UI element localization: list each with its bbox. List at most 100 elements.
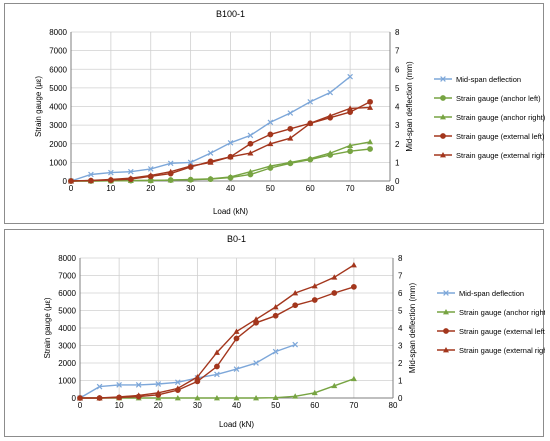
data-point bbox=[147, 166, 154, 172]
data-point bbox=[135, 382, 142, 388]
legend-marker bbox=[440, 95, 446, 101]
y-left-tick-label: 7000 bbox=[49, 47, 67, 56]
y-right-tick-label: 8 bbox=[398, 254, 403, 263]
data-point bbox=[247, 168, 254, 175]
x-tick-label: 40 bbox=[232, 401, 241, 410]
x-tick-label: 10 bbox=[106, 184, 115, 193]
y-right-tick-label: 0 bbox=[395, 177, 400, 186]
x-tick-label: 60 bbox=[310, 401, 319, 410]
x-tick-label: 50 bbox=[271, 401, 280, 410]
legend-marker bbox=[443, 309, 449, 315]
data-point bbox=[207, 175, 214, 182]
y-right-tick-label: 3 bbox=[398, 342, 403, 351]
y-right-tick-label: 6 bbox=[398, 289, 403, 298]
x-tick-label: 30 bbox=[186, 184, 195, 193]
data-point bbox=[247, 132, 254, 139]
data-point bbox=[194, 395, 201, 401]
y-right-tick-label: 4 bbox=[398, 324, 403, 333]
x-tick-label: 50 bbox=[266, 184, 275, 193]
legend-label: Strain gauge (anchor right) bbox=[459, 308, 545, 317]
y-right-tick-label: 7 bbox=[395, 47, 400, 56]
data-point bbox=[187, 159, 194, 166]
x-tick-label: 70 bbox=[349, 401, 358, 410]
data-point bbox=[247, 140, 254, 147]
y-right-tick-label: 4 bbox=[395, 103, 400, 112]
data-point bbox=[331, 274, 338, 280]
data-point bbox=[233, 335, 240, 342]
data-point bbox=[367, 98, 373, 105]
data-point bbox=[267, 119, 274, 126]
data-point bbox=[331, 290, 338, 296]
data-point bbox=[350, 375, 357, 382]
y-left-tick-label: 8000 bbox=[49, 28, 67, 37]
data-point bbox=[347, 148, 354, 155]
legend-marker bbox=[440, 152, 446, 158]
data-point bbox=[287, 135, 294, 141]
data-point bbox=[311, 297, 318, 303]
data-point bbox=[167, 160, 174, 167]
x-axis-label: Load (kN) bbox=[219, 420, 254, 429]
y-left-tick-label: 8000 bbox=[58, 254, 76, 263]
data-point bbox=[108, 169, 114, 176]
data-point bbox=[367, 104, 374, 110]
legend-marker bbox=[443, 328, 449, 334]
legend-marker bbox=[443, 290, 449, 296]
legend-label: Strain gauge (anchor right) bbox=[456, 113, 545, 122]
chart-title: B0-1 bbox=[227, 234, 246, 244]
data-point bbox=[147, 177, 154, 183]
data-point bbox=[107, 176, 114, 182]
series-line bbox=[70, 101, 371, 182]
y-left-tick-label: 3000 bbox=[58, 342, 76, 351]
data-point bbox=[307, 155, 314, 162]
data-point bbox=[214, 371, 220, 378]
x-tick-label: 80 bbox=[386, 184, 395, 193]
y-left-tick-label: 3000 bbox=[49, 121, 67, 130]
data-point bbox=[350, 283, 357, 290]
data-point bbox=[272, 348, 279, 355]
data-point bbox=[96, 383, 103, 390]
chart-panel-b0-1: B0-1 0 10 20 30 40 50 60 70 80 0 1000 2000 3000 4000 50… bbox=[4, 229, 545, 437]
y-axis-right-label: Mid-span deflection (mm) bbox=[408, 283, 417, 374]
y-right-tick-label: 8 bbox=[395, 28, 400, 37]
data-point bbox=[233, 328, 240, 334]
data-point bbox=[135, 392, 142, 398]
data-point bbox=[214, 363, 220, 370]
y-left-tick-label: 2000 bbox=[58, 359, 76, 368]
y-right-tick-label: 7 bbox=[398, 272, 403, 281]
chart-title: B100-1 bbox=[216, 9, 245, 19]
x-tick-label: 30 bbox=[193, 401, 202, 410]
data-point bbox=[327, 89, 334, 96]
data-point bbox=[227, 173, 234, 180]
chart-panel-b100-1: B100-1 0 10 20 30 40 50 60 70 80 0 1000 2000 3000 4000… bbox=[4, 3, 545, 224]
data-point bbox=[194, 374, 201, 380]
data-point bbox=[207, 159, 214, 165]
data-point bbox=[174, 395, 181, 401]
data-point bbox=[292, 341, 299, 348]
data-point bbox=[347, 142, 354, 149]
data-point bbox=[187, 176, 194, 182]
y-axis-right-label: Mid-span deflection (mm) bbox=[405, 61, 414, 152]
data-point bbox=[68, 178, 74, 184]
series-line bbox=[70, 76, 351, 182]
data-point bbox=[267, 163, 274, 169]
legend-marker bbox=[440, 114, 446, 120]
data-point bbox=[127, 175, 134, 181]
y-right-tick-label: 1 bbox=[398, 377, 403, 386]
legend-label: Mid-span deflection bbox=[456, 75, 521, 84]
data-point bbox=[233, 395, 240, 401]
data-point bbox=[233, 366, 240, 372]
data-point bbox=[116, 393, 123, 400]
y-left-tick-label: 2000 bbox=[49, 140, 67, 149]
data-point bbox=[227, 139, 234, 146]
data-point bbox=[350, 262, 357, 268]
data-point bbox=[167, 168, 174, 175]
x-tick-label: 0 bbox=[69, 184, 74, 193]
data-point bbox=[287, 159, 294, 165]
x-axis-label: Load (kN) bbox=[213, 207, 248, 216]
data-point bbox=[292, 290, 299, 296]
y-right-tick-label: 6 bbox=[395, 65, 400, 74]
data-point bbox=[287, 125, 294, 132]
series-line bbox=[79, 343, 296, 399]
data-point bbox=[116, 382, 122, 388]
y-left-tick-label: 7000 bbox=[58, 272, 76, 281]
